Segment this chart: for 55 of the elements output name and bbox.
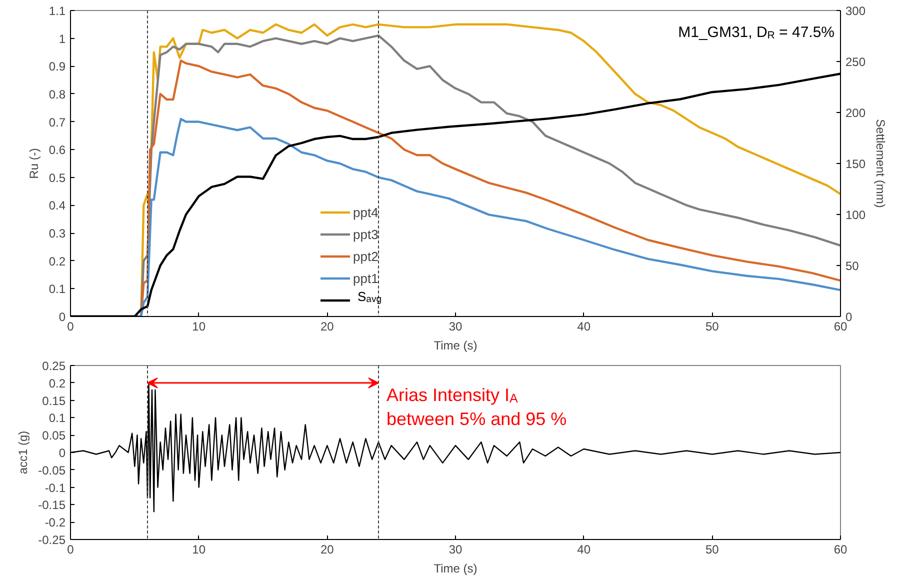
y2-tick-label: 50: [846, 259, 860, 273]
x-tick-label: 20: [320, 542, 334, 556]
y-tick-label: 0.05: [42, 428, 66, 443]
x-tick-label: 50: [705, 542, 720, 556]
x-axis-title: Time (s): [434, 562, 478, 576]
y-tick-label: 0.2: [48, 376, 66, 390]
y-tick-label: 0.7: [48, 115, 66, 130]
y-tick-label: 0: [58, 310, 66, 324]
y-tick-label: -0.1: [44, 480, 66, 495]
y-tick-label: 0: [58, 446, 66, 460]
x-tick-label: 30: [448, 542, 462, 556]
y-tick-label: 0.15: [42, 394, 66, 408]
y-tick-label: -0.15: [38, 498, 66, 512]
y-tick-label: -0.2: [44, 516, 66, 530]
y-tick-label: 0.8: [48, 87, 66, 102]
y-tick-label: 0.5: [48, 170, 66, 185]
y-axis-title: acc1 (g): [16, 430, 30, 474]
y-tick-label: 0.1: [48, 411, 66, 426]
x-tick-label: 0: [67, 320, 74, 334]
y-tick-label: 1: [58, 32, 66, 46]
y-tick-label: -0.25: [38, 533, 66, 547]
x-axis-title: Time (s): [434, 338, 478, 352]
x-tick-label: 20: [320, 320, 334, 334]
y2-tick-label: 0: [846, 310, 852, 324]
y-tick-label: 0.4: [48, 198, 66, 213]
y-tick-label: 1.1: [48, 4, 66, 18]
y-axis-title: Ru (-): [26, 148, 41, 179]
legend-label: ppt3: [353, 226, 378, 244]
x-tick-label: 10: [192, 320, 206, 334]
y2-tick-label: 250: [846, 55, 866, 69]
x-tick-label: 40: [577, 542, 591, 556]
y-tick-label: 0.1: [48, 282, 66, 296]
y-tick-label: 0.2: [48, 254, 66, 268]
y2-tick-label: 150: [846, 157, 866, 171]
x-tick-label: 40: [577, 320, 591, 334]
y2-axis-title: Settlement (mm): [874, 119, 888, 208]
x-tick-label: 60: [834, 320, 848, 334]
y-tick-label: 0.25: [42, 359, 66, 373]
y2-tick-label: 300: [846, 4, 866, 18]
y2-tick-label: 200: [846, 106, 866, 120]
annotation: M1_GM31, DR = 47.5%: [678, 24, 835, 42]
y-tick-label: 0.3: [48, 226, 66, 241]
legend-label: ppt2: [353, 248, 378, 266]
x-tick-label: 50: [705, 320, 720, 334]
legend-label: ppt4: [353, 204, 378, 222]
y2-tick-label: 100: [846, 208, 866, 222]
annotation: Arias Intensity IA between 5% and 95 %: [386, 384, 567, 430]
x-tick-label: 0: [67, 542, 74, 556]
x-tick-label: 10: [192, 542, 206, 556]
x-tick-label: 60: [834, 542, 848, 556]
y-tick-label: 0.9: [48, 60, 66, 74]
y-tick-label: 0.6: [48, 143, 66, 158]
y-tick-label: -0.05: [38, 463, 66, 478]
x-tick-label: 30: [448, 320, 462, 334]
legend-label: ppt1: [353, 270, 378, 288]
